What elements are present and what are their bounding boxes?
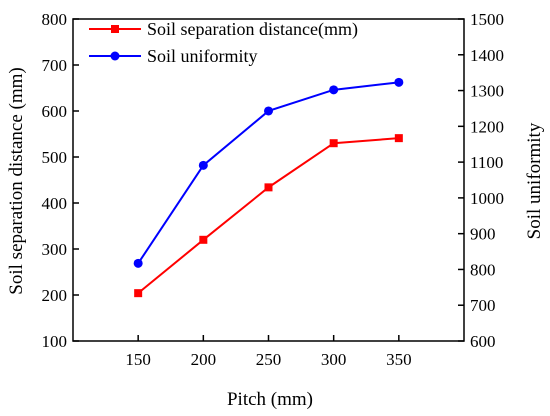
series-line [137,137,399,294]
left-y-tick-label: 800 [42,10,68,29]
x-tick-label: 150 [125,350,151,369]
left-y-tick-label: 200 [42,286,68,305]
right-y-tick-label: 1100 [470,153,503,172]
right-y-tick-label: 1300 [470,82,504,101]
legend: Soil separation distance(mm) Soil uniform… [89,19,358,66]
right-y-tick-label: 900 [470,225,496,244]
right-y-tick-label: 1200 [470,117,504,136]
data-point [329,85,339,95]
x-tick-label: 300 [321,350,347,369]
x-axis-title: Pitch (mm) [227,389,313,410]
series-2 [133,77,404,268]
data-point [134,289,143,298]
right-y-tick-label: 700 [470,296,496,315]
x-tick-label: 250 [256,350,282,369]
legend-label: Soil uniformity [147,46,258,66]
data-point [198,160,208,170]
legend-label: Soil separation distance(mm) [147,19,358,40]
data-point [264,183,273,192]
left-y-tick-label: 700 [42,56,68,75]
data-point [394,77,404,87]
data-point [394,134,403,143]
data-point [133,258,143,268]
right-y-tick-label: 600 [470,332,496,351]
x-tick-label: 350 [386,350,412,369]
data-point [199,235,208,244]
data-point [329,139,338,148]
left-y-tick-label: 600 [42,102,68,121]
left-y-tick-label: 100 [42,332,68,351]
x-tick-label: 200 [191,350,217,369]
plot-frame [72,18,465,342]
legend-entry: Soil uniformity [89,46,258,66]
left-y-tick-label: 300 [42,240,68,259]
right-y-tick-label: 1000 [470,189,504,208]
legend-marker [111,25,119,33]
right-y-tick-label: 800 [470,260,496,279]
right-y-tick-label: 1400 [470,46,504,65]
right-axis-title: Soil uniformity [524,122,545,239]
right-y-tick-label: 1500 [470,10,504,29]
series-layer [133,77,404,298]
left-axis-title: Soil separation distance (mm) [6,67,27,294]
data-point [264,106,273,116]
legend-marker [110,51,120,61]
series-1 [134,134,403,298]
axes: 150 200 250 300 350 100 200 300 400 500 600 700 800 6… [42,10,505,369]
left-y-tick-label: 400 [42,194,68,213]
legend-entry: Soil separation distance(mm) [89,19,358,40]
left-y-tick-label: 500 [42,148,68,167]
